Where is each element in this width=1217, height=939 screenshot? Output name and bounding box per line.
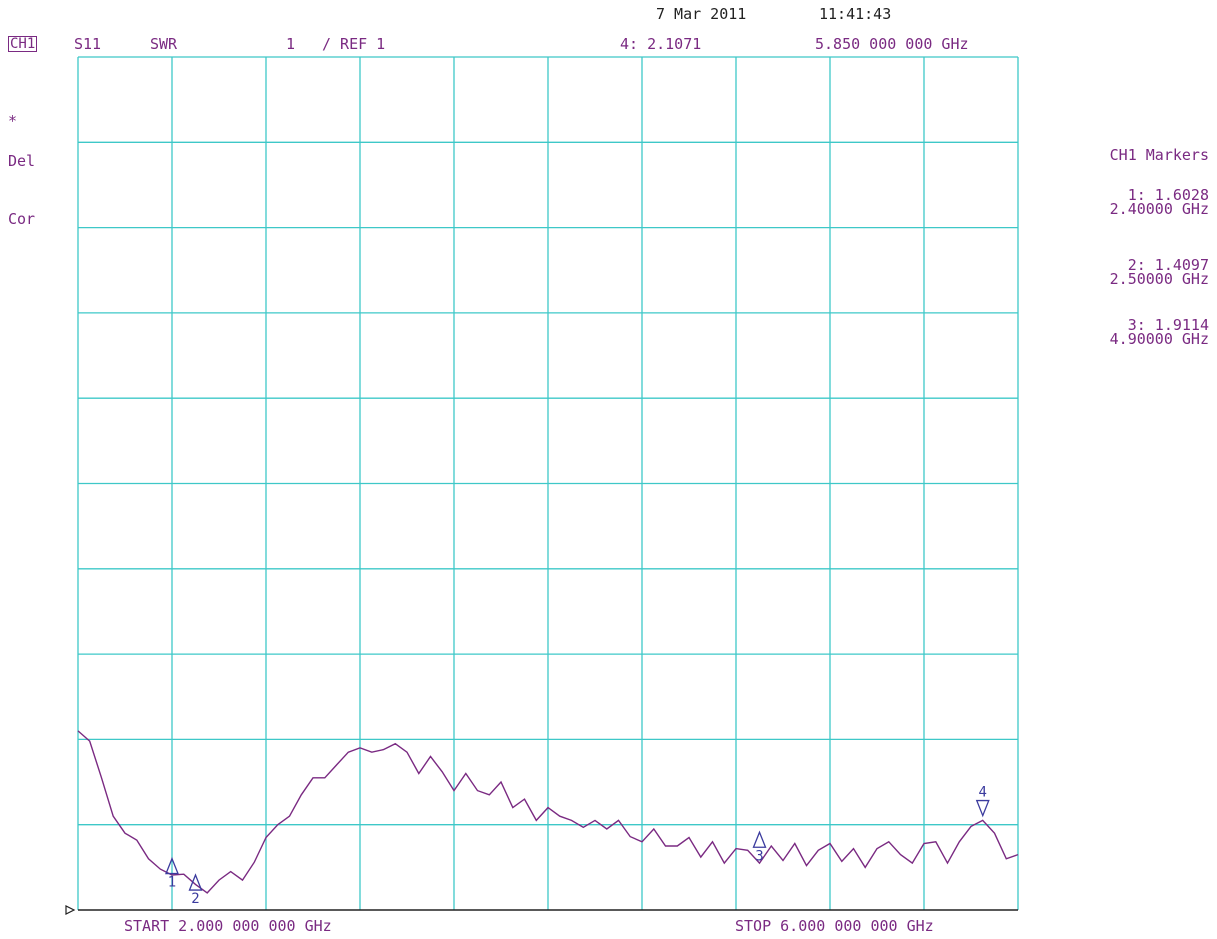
marker-2-frequency: 2.50000 GHz bbox=[1109, 270, 1209, 288]
marker-4-label: 4 bbox=[979, 785, 987, 801]
active-marker-readout: 4: 2.1071 bbox=[620, 35, 702, 53]
reference-pointer-icon bbox=[65, 905, 76, 915]
stop-frequency-label: STOP 6.000 000 000 GHz bbox=[735, 917, 934, 935]
marker-panel-title: CH1 Markers bbox=[1109, 146, 1209, 164]
format-label: SWR bbox=[150, 35, 178, 53]
marker-1-value: 1: 1.6028 bbox=[1127, 186, 1209, 204]
correction-annotation: Cor bbox=[8, 210, 36, 228]
marker-1-label: 1 bbox=[168, 875, 176, 891]
marker-3-label: 3 bbox=[755, 848, 763, 864]
start-frequency-label: START 2.000 000 000 GHz bbox=[124, 917, 332, 935]
marker-3-triangle-icon bbox=[752, 830, 767, 848]
delay-annotation: Del bbox=[8, 152, 36, 170]
marker-layer: 12 3 4 bbox=[165, 785, 990, 907]
marker-1-triangle-icon bbox=[165, 856, 179, 875]
marker-3-value: 3: 1.9114 bbox=[1127, 316, 1209, 334]
marker-2-value: 2: 1.4097 bbox=[1127, 256, 1209, 274]
parameter-label: S11 bbox=[74, 35, 102, 53]
scale-label: 1 bbox=[286, 35, 296, 53]
bottom-axis bbox=[65, 905, 1018, 915]
active-marker-frequency: 5.850 000 000 GHz bbox=[815, 35, 969, 53]
grid-lines bbox=[77, 56, 1019, 910]
marker-1-frequency: 2.40000 GHz bbox=[1109, 200, 1209, 218]
time-text: 11:41:43 bbox=[819, 5, 892, 23]
star-annotation: * bbox=[8, 112, 18, 130]
marker-3-frequency: 4.90000 GHz bbox=[1109, 330, 1209, 348]
marker-4-triangle-icon bbox=[975, 799, 990, 818]
reference-label: / REF 1 bbox=[322, 35, 386, 53]
date-text: 7 Mar 2011 bbox=[656, 5, 747, 23]
swr-trace bbox=[77, 730, 1019, 894]
channel-indicator: CH1 bbox=[8, 36, 38, 52]
marker-2-triangle-icon bbox=[188, 873, 203, 891]
marker-2-label: 2 bbox=[191, 891, 199, 907]
